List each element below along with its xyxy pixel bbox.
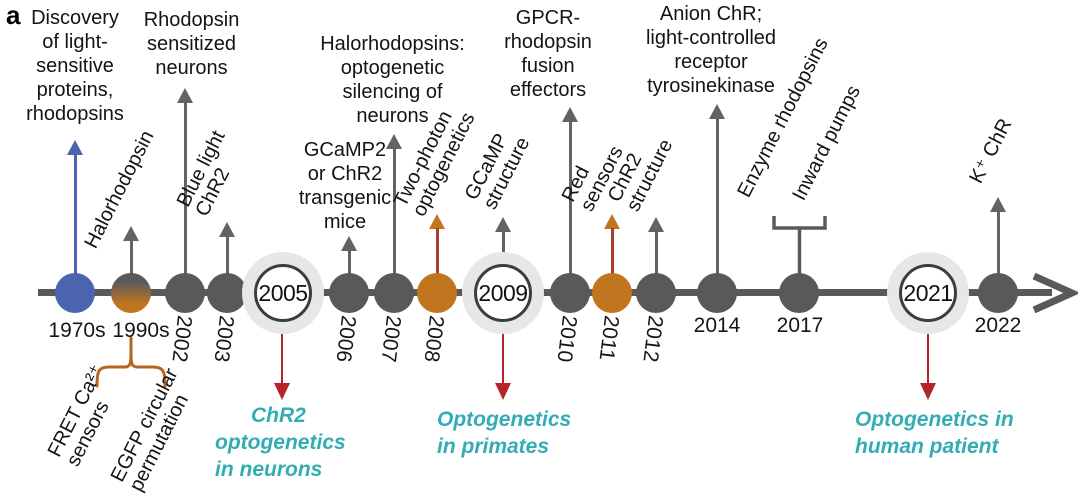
dot-2010: [550, 273, 590, 313]
brace-1990s-icon: [95, 336, 167, 388]
label-2002: Rhodopsin sensitized neurons: [143, 9, 240, 79]
arrow-stem: [997, 211, 1000, 278]
year-1970s: 1970s: [48, 319, 106, 342]
year-2010: 2010: [552, 314, 581, 364]
arrow-head: [990, 197, 1006, 212]
year-2014: 2014: [693, 314, 741, 337]
arrow-head: [429, 214, 445, 229]
arrow-head: [274, 383, 290, 400]
arrow-stem: [655, 231, 658, 278]
label-2012: ChR2 structure: [603, 135, 678, 215]
caption-line: human patient: [855, 435, 999, 458]
arrow-head: [495, 383, 511, 400]
label-2007: Halorhodopsins: optogenetic silencing of…: [320, 33, 465, 127]
label-2010: GPCR- rhodopsin fusion effectors: [504, 7, 592, 101]
label-fret-sensors: FRET Ca²⁺ sensors: [43, 361, 114, 470]
arrow-stem: [611, 228, 614, 278]
arrow-stem: [348, 250, 351, 278]
arrow-head: [219, 222, 235, 237]
year-2007: 2007: [376, 314, 405, 364]
dot-1970s: [55, 273, 95, 313]
caption-2009: Optogenetics in primates: [437, 406, 571, 460]
arrow-stem: [184, 102, 187, 278]
caption-line: in primates: [437, 435, 550, 458]
arrow-head: [177, 88, 193, 103]
caption-2021: Optogenetics in human patient: [855, 406, 1014, 460]
milestone-circle-2005: 2005: [254, 264, 312, 322]
caption-line: ChR2: [251, 404, 306, 427]
year-1990s: 1990s: [112, 319, 170, 342]
year-2022: 2022: [974, 314, 1022, 337]
dot-2012: [636, 273, 676, 313]
timeline-axis: [38, 289, 1052, 296]
arrow-stem: [436, 228, 439, 278]
arrow-head: [562, 107, 578, 122]
year-2008: 2008: [419, 314, 448, 364]
arrow-head: [67, 140, 83, 155]
label-1970s: Discovery of light- sensitive proteins, …: [26, 7, 124, 125]
arrow-stem: [130, 240, 133, 278]
arrow-stem: [569, 121, 572, 278]
dot-2011: [592, 273, 632, 313]
panel-label: a: [6, 0, 21, 30]
dot-2006: [329, 273, 369, 313]
label-2022: K⁺ ChR: [965, 115, 1017, 187]
caption-line: Optogenetics: [437, 408, 572, 431]
arrow-head: [920, 383, 936, 400]
arrow-stem: [502, 231, 505, 252]
dot-2008: [417, 273, 457, 313]
dot-2007: [374, 273, 414, 313]
year-2006: 2006: [331, 314, 360, 364]
dot-2003: [207, 273, 247, 313]
arrow-stem: [716, 118, 719, 278]
milestone-year-2009: 2009: [478, 279, 528, 306]
dot-2022: [978, 273, 1018, 313]
milestone-year-2005: 2005: [258, 279, 308, 306]
label-1990s: Halorhodopsin: [80, 127, 159, 252]
milestone-year-2021: 2021: [903, 279, 953, 306]
dot-2017: [779, 273, 819, 313]
arrow-head: [123, 226, 139, 241]
caption-line: Optogenetics in: [855, 408, 1014, 431]
dot-1990s: [111, 273, 151, 313]
caption-line: optogenetics: [215, 431, 346, 454]
label-2006: GCaMP2 or ChR2 transgenic mice: [298, 139, 392, 233]
arrow-stem: [927, 324, 929, 383]
year-2017: 2017: [776, 314, 824, 337]
arrow-stem: [502, 324, 504, 383]
arrow-head: [341, 236, 357, 251]
arrow-stem: [226, 236, 229, 278]
year-2011: 2011: [594, 314, 623, 362]
arrow-stem: [281, 324, 283, 383]
caption-line: in neurons: [215, 458, 323, 481]
label-2014: Anion ChR; light-controlled receptor tyr…: [645, 3, 777, 97]
year-2002: 2002: [167, 314, 196, 364]
timeline-arrowhead-icon: [1032, 272, 1078, 314]
arrow-head: [648, 217, 664, 232]
arrow-head: [386, 134, 402, 149]
arrow-head: [709, 104, 725, 119]
dot-2002: [165, 273, 205, 313]
label-2009: GCaMP structure: [460, 130, 535, 213]
arrow-head: [495, 217, 511, 232]
year-2003: 2003: [209, 314, 238, 364]
arrow-head: [604, 214, 620, 229]
milestone-circle-2009: 2009: [474, 264, 532, 322]
dot-2014: [697, 273, 737, 313]
milestone-circle-2021: 2021: [899, 264, 957, 322]
caption-2005: ChR2 optogenetics in neurons: [215, 402, 346, 483]
year-2012: 2012: [638, 314, 667, 364]
arrow-stem: [393, 148, 396, 278]
arrow-stem: [74, 155, 77, 278]
